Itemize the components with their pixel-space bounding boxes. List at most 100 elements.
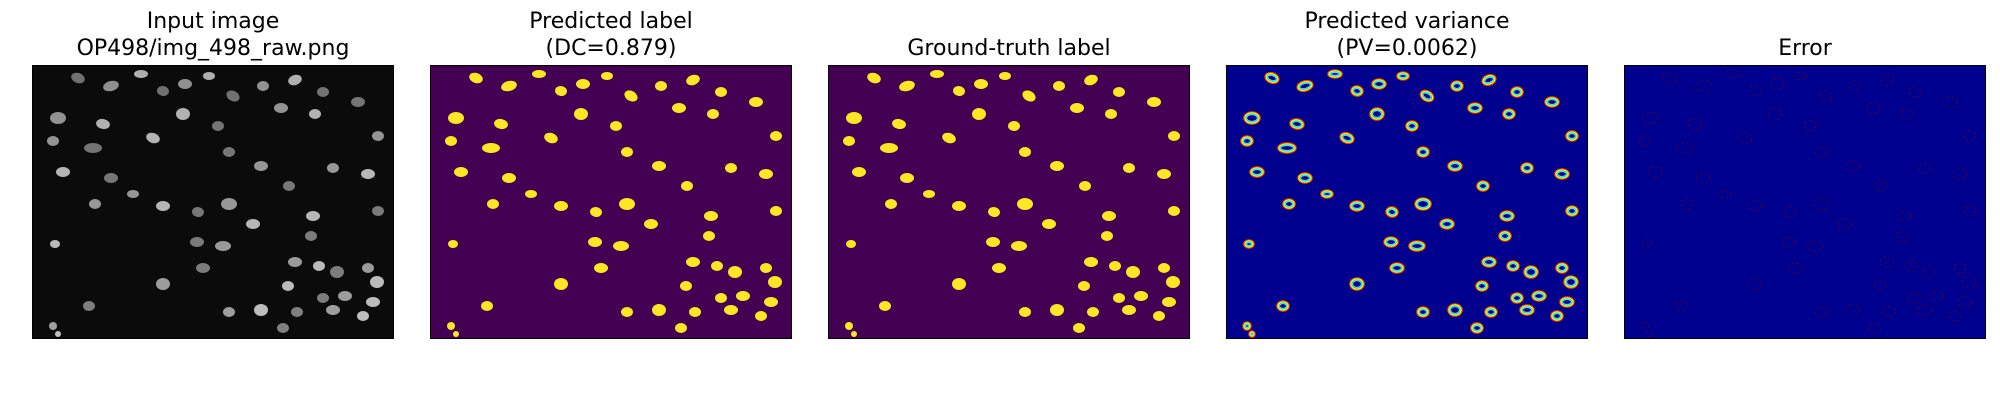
nucleus-mask <box>760 263 772 273</box>
error-outline <box>1961 275 1977 289</box>
nucleus <box>326 305 340 315</box>
variance-ring <box>1349 200 1365 212</box>
variance-ring <box>1242 137 1252 145</box>
variance-ring <box>1240 135 1254 147</box>
nucleus-mask <box>1147 97 1161 107</box>
variance-ring <box>1329 71 1341 77</box>
variance-ring <box>1482 75 1496 85</box>
nucleus <box>372 131 384 141</box>
variance-ring <box>1521 163 1533 173</box>
error-outline <box>1929 290 1945 302</box>
panel-title: Predicted label <box>529 9 693 34</box>
variance-ring <box>1289 118 1305 130</box>
variance-ring <box>1284 200 1294 208</box>
nucleus-mask <box>1087 307 1099 317</box>
nucleus-mask <box>899 80 915 92</box>
variance-ring <box>1397 72 1409 80</box>
error-outline <box>1640 321 1650 331</box>
nucleus <box>50 112 66 124</box>
variance-ring <box>1245 241 1253 247</box>
nucleus-mask <box>1008 121 1020 131</box>
variance-ring <box>1534 293 1544 299</box>
variance-ring <box>1563 275 1579 289</box>
error-outline <box>1812 197 1830 211</box>
variance-ring <box>1280 145 1294 151</box>
nucleus-mask <box>770 206 782 216</box>
variance-ring <box>1476 180 1490 192</box>
variance-ring <box>1419 149 1427 155</box>
nucleus-mask <box>999 72 1011 80</box>
variance-ring <box>1559 296 1575 308</box>
error-outline <box>1767 107 1783 121</box>
nucleus-mask <box>852 167 866 177</box>
nucleus-mask <box>764 297 778 307</box>
nucleus-mask <box>532 70 546 78</box>
nucleus-mask <box>610 121 622 131</box>
variance-ring <box>1512 294 1522 302</box>
variance-ring <box>1485 307 1497 317</box>
error-outline <box>1695 172 1711 184</box>
variance-ring <box>1267 74 1277 82</box>
nucleus-mask <box>1153 311 1165 321</box>
variance-ring <box>1408 240 1426 252</box>
nucleus-mask <box>952 201 966 211</box>
error-outline <box>1818 90 1832 102</box>
nucleus-mask <box>988 206 1000 218</box>
image-frame <box>1624 65 1986 339</box>
variance-ring <box>1566 206 1578 216</box>
nucleus-mask <box>624 90 638 102</box>
variance-ring <box>1552 312 1562 320</box>
error-outline <box>1897 210 1913 222</box>
nucleus-mask <box>1019 307 1031 317</box>
variance-ring <box>1244 240 1254 248</box>
variance-ring <box>1410 242 1424 250</box>
variance-ring <box>1351 202 1363 210</box>
nucleus-mask <box>1123 163 1135 173</box>
nucleus <box>221 198 237 210</box>
variance-ring <box>1409 241 1425 251</box>
variance-ring <box>1244 112 1260 124</box>
nucleus-mask <box>952 278 966 290</box>
variance-ring <box>1553 313 1561 319</box>
variance-ring <box>1277 142 1297 154</box>
variance-ring <box>1372 79 1386 89</box>
variance-ring <box>1342 134 1352 142</box>
variance-ring <box>1545 97 1559 107</box>
error-outline <box>1814 306 1828 318</box>
nucleus-mask <box>686 74 700 86</box>
variance-ring <box>1285 201 1293 207</box>
variance-ring <box>1296 79 1314 93</box>
panel-subtitle: Ground-truth label <box>907 36 1111 61</box>
variance-ring <box>1568 133 1576 139</box>
variance-ring <box>1452 82 1462 90</box>
nucleus <box>157 85 169 97</box>
error-outline <box>1879 74 1895 86</box>
variance-ring <box>1568 208 1576 214</box>
error-outline <box>1674 300 1688 312</box>
variance-ring <box>1408 123 1416 129</box>
variance-ring <box>1276 300 1290 312</box>
nucleus <box>96 118 110 130</box>
variance-ring <box>1483 258 1495 266</box>
nucleus-mask <box>711 261 723 271</box>
variance-ring <box>1448 161 1462 171</box>
variance-ring <box>1486 308 1496 316</box>
panel-subtitle: (PV=0.0062) <box>1336 36 1478 61</box>
variance-ring <box>1501 212 1513 220</box>
variance-ring <box>1418 148 1428 156</box>
nucleus <box>176 108 190 120</box>
variance-ring <box>1521 306 1533 314</box>
variance-ring <box>1507 261 1519 271</box>
nucleus <box>357 311 369 321</box>
nucleus <box>127 190 139 198</box>
nucleus-mask <box>880 143 898 153</box>
nucleus-mask <box>576 79 590 89</box>
variance-ring <box>1279 303 1287 309</box>
variance-ring <box>1478 182 1488 190</box>
nucleus-mask <box>867 72 881 84</box>
error-outline <box>1845 303 1861 317</box>
nucleus-mask <box>655 81 667 91</box>
variance-ring <box>1551 311 1563 321</box>
error-outline <box>1874 180 1888 192</box>
panel-subtitle: (DC=0.879) <box>545 36 677 61</box>
